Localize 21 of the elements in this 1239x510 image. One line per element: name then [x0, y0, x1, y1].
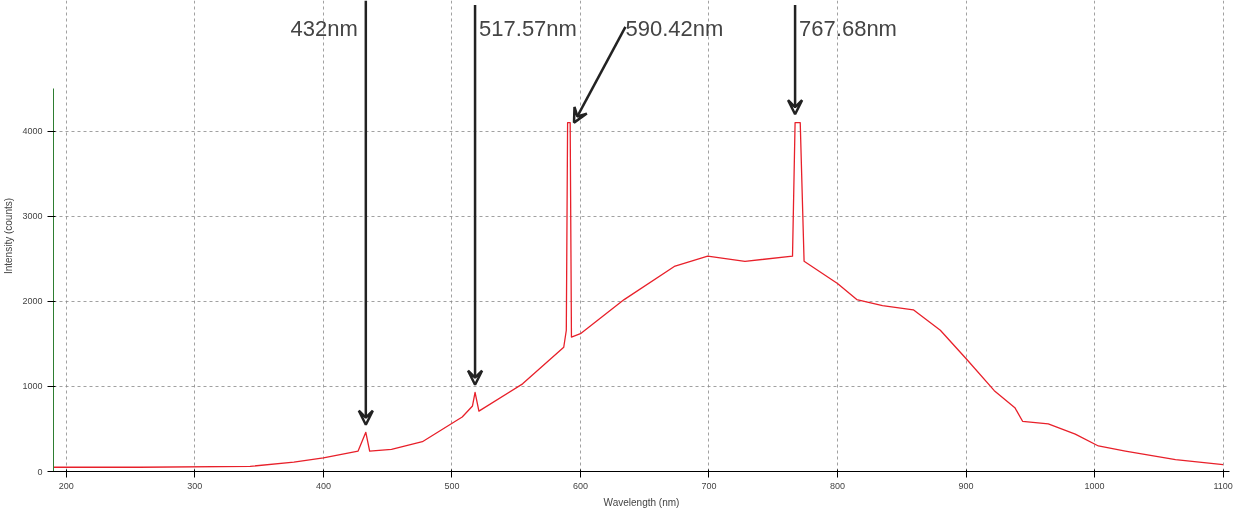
x-tick-label: 200 [58, 480, 74, 491]
x-tick-label: 500 [444, 480, 460, 491]
y-axis-title: Intensity (counts) [3, 197, 15, 275]
y-tick-label: 1000 [22, 381, 43, 392]
x-tick-label: 1000 [1084, 480, 1105, 491]
annotation: 767.68nm [799, 16, 897, 42]
annotation: 432nm [290, 16, 358, 42]
x-tick-label: 800 [829, 480, 846, 491]
y-tick-label: 0 [37, 466, 43, 477]
x-axis-title: Wavelength (nm) [603, 496, 680, 508]
x-tick-label: 1100 [1213, 480, 1233, 491]
y-tick-label: 2000 [22, 296, 43, 307]
x-tick-label: 600 [572, 480, 588, 491]
annotation: 517.57nm [479, 16, 577, 42]
x-tick-label: 300 [187, 480, 203, 491]
annotation: 590.42nm [625, 16, 724, 42]
y-tick-label: 4000 [22, 126, 43, 137]
x-tick-label: 900 [958, 480, 974, 491]
x-tick-label: 400 [315, 480, 331, 491]
y-tick-label: 3000 [22, 211, 43, 222]
x-tick-label: 700 [701, 480, 717, 491]
